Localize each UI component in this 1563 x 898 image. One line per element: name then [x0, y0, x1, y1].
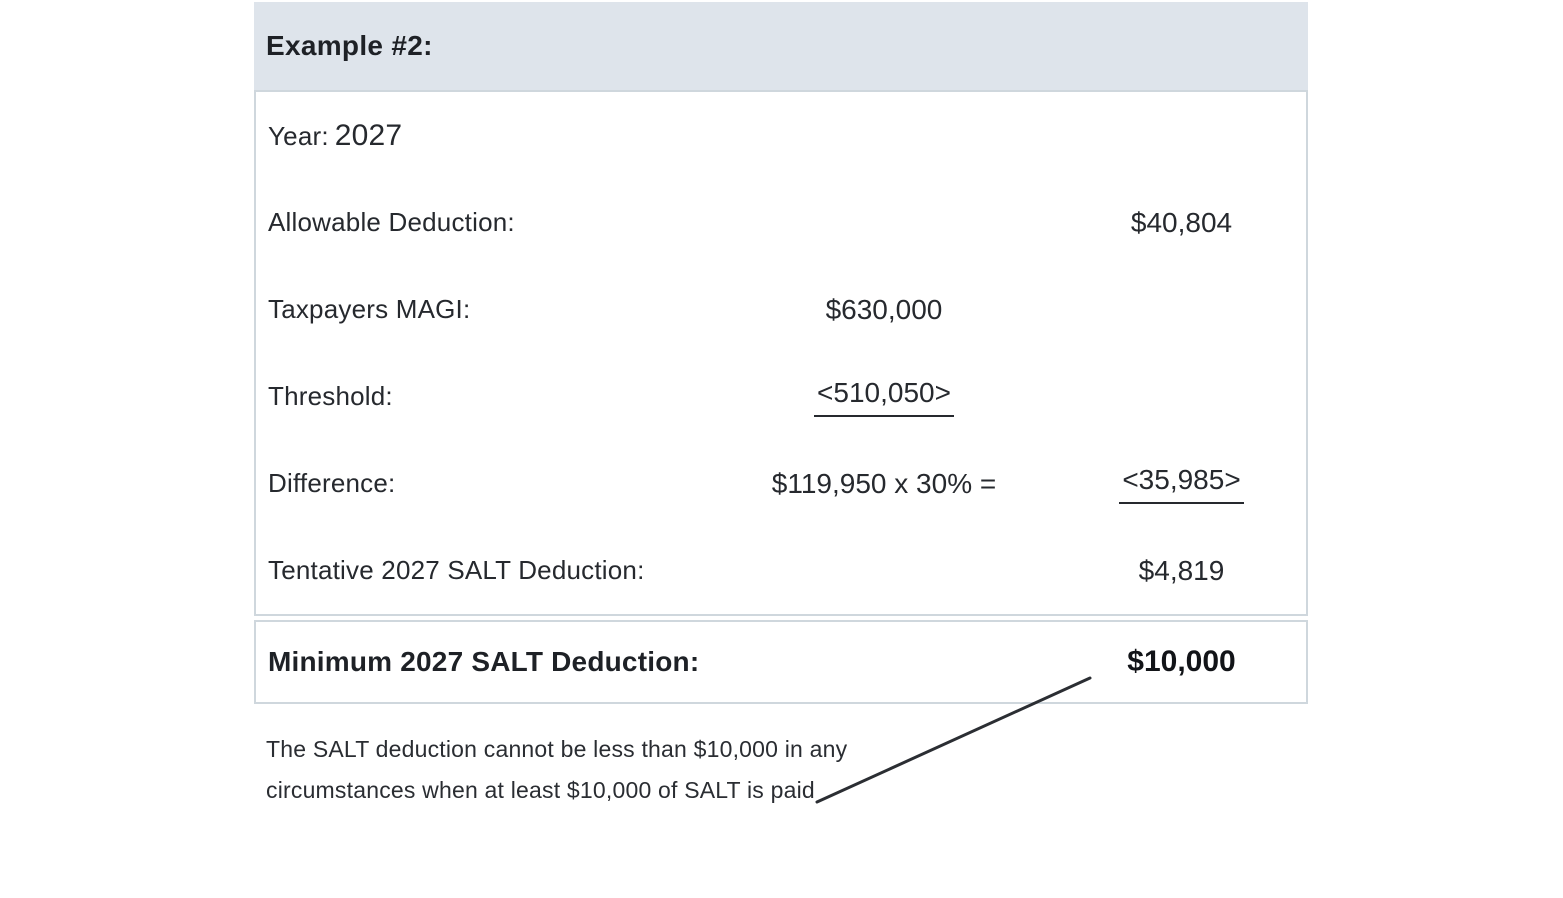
row-label: Tentative 2027 SALT Deduction: [256, 555, 709, 586]
row-mid-value: $119,950 x 30% = [771, 467, 997, 499]
row-right-value: $40,804 [1130, 206, 1233, 238]
total-row-minimum-deduction: Minimum 2027 SALT Deduction: $10,000 [254, 620, 1308, 704]
row-label: Allowable Deduction: [256, 207, 709, 238]
example-card: Example #2: Year: 2027 Allowable Deductio… [254, 2, 1308, 704]
row-label: Difference: [256, 468, 709, 499]
row-right-value: $4,819 [1138, 554, 1225, 586]
table-row-year: Year: 2027 [256, 92, 1306, 179]
row-mid-value: <510,050> [709, 377, 1059, 417]
total-label-text: Minimum 2027 SALT Deduction: [268, 646, 700, 677]
row-label-text: Tentative 2027 SALT Deduction: [268, 555, 645, 585]
row-label: Taxpayers MAGI: [256, 294, 709, 325]
negative-amount: <35,985> [1119, 464, 1244, 504]
total-row-label: Minimum 2027 SALT Deduction: [256, 646, 709, 678]
total-value-text: $10,000 [1127, 645, 1236, 678]
footnote: The SALT deduction cannot be less than $… [266, 729, 847, 811]
table-row-allowable-deduction: Allowable Deduction: $40,804 [256, 179, 1306, 266]
row-mid-value: $630,000 [825, 293, 943, 325]
row-label-text: Taxpayers MAGI: [268, 294, 471, 324]
footnote-line-2: circumstances when at least $10,000 of S… [266, 777, 815, 803]
table-row-taxpayers-magi: Taxpayers MAGI: $630,000 [256, 266, 1306, 353]
row-label: Threshold: [256, 381, 709, 412]
card-header: Example #2: [254, 2, 1308, 90]
table-row-tentative-deduction: Tentative 2027 SALT Deduction: $4,819 [256, 527, 1306, 614]
row-inline-value: 2027 [334, 118, 403, 152]
row-label-text: Year: [268, 120, 329, 151]
card-body: Year: 2027 Allowable Deduction: $40,804 T… [254, 90, 1308, 616]
row-label-text: Difference: [268, 468, 396, 498]
row-label-text: Threshold: [268, 381, 393, 411]
table-row-threshold: Threshold: <510,050> [256, 353, 1306, 440]
card-title: Example #2: [266, 30, 433, 61]
row-right-value: <35,985> [1059, 464, 1304, 504]
table-row-difference: Difference: $119,950 x 30% = <35,985> [256, 440, 1306, 527]
negative-amount: <510,050> [814, 377, 954, 417]
footnote-line-1: The SALT deduction cannot be less than $… [266, 736, 848, 762]
total-row-value: $10,000 [1059, 645, 1304, 679]
row-label: Year: 2027 [256, 119, 709, 153]
row-label-text: Allowable Deduction: [268, 207, 515, 237]
